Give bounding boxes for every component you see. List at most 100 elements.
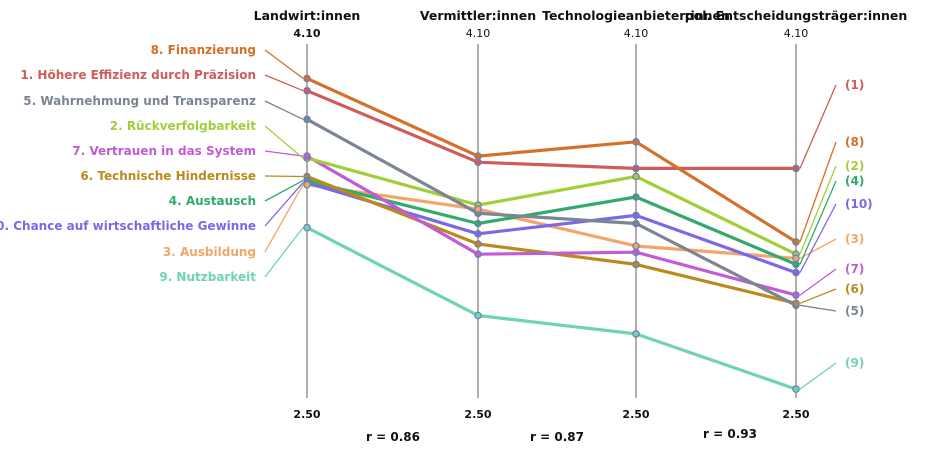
series-end-label: (10) [845, 197, 873, 211]
axis-max-tick-label: 4.10 [466, 27, 491, 40]
data-point [474, 240, 482, 248]
data-point [792, 291, 800, 299]
right-label-connector [799, 288, 837, 304]
series-label: 9. Nutzbarkeit [159, 270, 256, 284]
data-point [632, 138, 640, 146]
series-label: 2. Rückverfolgbarkeit [110, 119, 257, 133]
series-label: 8. Finanzierung [151, 43, 256, 57]
correlation-label: r = 0.87 [530, 430, 584, 444]
series-line [306, 181, 797, 275]
right-label-connector [799, 304, 837, 312]
series-line [306, 89, 796, 170]
left-label-connector [264, 150, 304, 157]
data-point [792, 260, 800, 269]
series-lines-layer [264, 49, 837, 391]
data-point [632, 164, 640, 173]
axis-max-tick-label: 4.10 [624, 27, 649, 40]
data-point [632, 193, 640, 201]
series-line [306, 156, 797, 256]
series-line [306, 179, 797, 266]
left-label-connector [264, 184, 304, 253]
data-point [303, 115, 311, 124]
series-points-layer [303, 74, 800, 393]
data-point [792, 299, 800, 308]
data-point [303, 152, 311, 160]
axis-min-tick-label: 2.50 [464, 408, 491, 421]
left-label-connector [264, 49, 304, 79]
series-end-label: (7) [845, 262, 864, 276]
series-end-label: (2) [845, 159, 864, 173]
right-label-connector [799, 268, 837, 296]
axis-title: Vermittler:innen [420, 8, 536, 23]
data-point [792, 254, 800, 263]
data-point [303, 180, 311, 189]
right-label-connector [799, 141, 837, 243]
right-label-connector [799, 180, 837, 265]
series-end-label: (1) [845, 78, 864, 92]
axis-min-tick-label: 2.50 [622, 408, 649, 421]
data-point [792, 238, 800, 246]
series-end-label: (9) [845, 356, 864, 370]
data-point [474, 158, 482, 167]
left-label-connector [264, 180, 304, 202]
axis-min-tick-label: 2.50 [782, 408, 809, 421]
axis-title: Landwirt:innen [254, 8, 361, 23]
series-label: 3. Ausbildung [163, 245, 256, 259]
data-point [792, 268, 800, 277]
series-line [306, 117, 797, 307]
left-label-connector [264, 74, 304, 92]
axis-title: pol. Entscheidungsträger:innen [685, 8, 908, 23]
data-point [303, 86, 311, 95]
series-line [306, 226, 797, 391]
correlation-label: r = 0.86 [366, 430, 420, 444]
data-point [632, 219, 640, 228]
left-label-connector [264, 227, 304, 278]
data-point [474, 250, 482, 259]
series-label: 10. Chance auf wirtschaftliche Gewinne [0, 219, 256, 233]
data-point [303, 223, 311, 232]
data-point [632, 260, 640, 269]
data-point [474, 311, 482, 320]
data-point [632, 172, 640, 181]
data-point [792, 385, 800, 393]
left-label-connector [264, 125, 304, 159]
axis-max-tick-label: 4.10 [293, 27, 320, 40]
series-label: 1. Höhere Effizienz durch Präzision [20, 68, 256, 82]
correlation-label: r = 0.93 [703, 427, 757, 441]
series-label: 7. Vertrauen in das System [72, 144, 256, 158]
series-line [306, 183, 797, 260]
right-label-connector [799, 84, 837, 169]
data-point [632, 211, 640, 220]
right-label-connector [799, 203, 837, 273]
data-point [474, 205, 482, 214]
labels-layer: r = 0.86 r = 0.87 r = 0.93 8. Finanzierung (… [0, 43, 873, 444]
left-label-connector [264, 100, 304, 120]
data-point [474, 219, 482, 228]
series-line [306, 76, 797, 244]
series-end-label: (8) [845, 135, 864, 149]
data-point [632, 248, 640, 257]
series-label: 5. Wahrnehmung und Transparenz [23, 94, 256, 108]
data-point [303, 74, 311, 83]
series-line [306, 154, 797, 297]
series-end-label: (4) [845, 174, 864, 188]
axis-min-tick-label: 2.50 [293, 408, 320, 421]
data-point [792, 164, 800, 173]
axis-title: Technologieanbieter:innen [542, 8, 730, 23]
data-point [474, 152, 482, 160]
data-point [474, 230, 482, 238]
data-point [632, 242, 640, 250]
series-label: 6. Technische Hindernisse [80, 169, 256, 183]
right-label-connector [799, 362, 837, 390]
left-label-connector [264, 175, 304, 178]
right-label-connector [799, 238, 837, 259]
series-end-label: (6) [845, 282, 864, 296]
series-end-label: (3) [845, 232, 864, 246]
axis-max-tick-label: 4.10 [784, 27, 809, 40]
right-label-connector [799, 165, 837, 255]
left-label-connector [264, 182, 304, 227]
series-label: 4. Austausch [169, 194, 256, 208]
series-end-label: (5) [845, 304, 864, 318]
data-point [632, 330, 640, 338]
